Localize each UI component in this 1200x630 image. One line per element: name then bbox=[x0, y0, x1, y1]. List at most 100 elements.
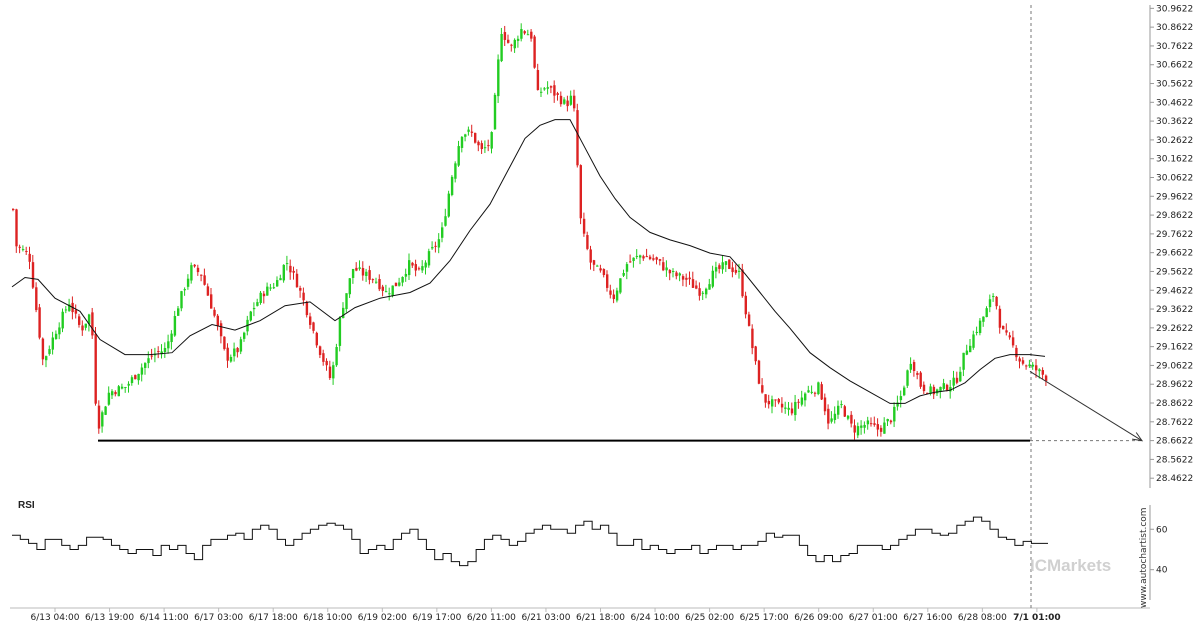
price-tick-label: 29.1622 bbox=[1156, 343, 1193, 353]
candle-down bbox=[688, 277, 691, 280]
candle-up bbox=[84, 323, 87, 328]
candle-up bbox=[714, 267, 718, 272]
candle-up bbox=[563, 99, 566, 104]
candle-up bbox=[269, 287, 272, 289]
time-tick-label: 6/19 02:00 bbox=[358, 613, 407, 623]
candle-down bbox=[361, 268, 365, 276]
candle-up bbox=[711, 270, 714, 287]
price-tick-label: 29.5622 bbox=[1156, 267, 1193, 277]
candle-down bbox=[295, 273, 299, 288]
candle-down bbox=[78, 316, 81, 325]
candle-down bbox=[355, 267, 358, 271]
candle-up bbox=[454, 163, 457, 179]
rsi-tick-label: 60 bbox=[1156, 525, 1168, 535]
candle-down bbox=[764, 394, 767, 403]
candle-down bbox=[718, 265, 721, 269]
candle-up bbox=[447, 193, 450, 217]
source-url-text: www.autochartist.com bbox=[1139, 507, 1149, 608]
candle-up bbox=[345, 293, 348, 310]
candle-down bbox=[487, 145, 490, 147]
candle-down bbox=[813, 392, 817, 394]
candle-up bbox=[497, 59, 500, 97]
candle-up bbox=[543, 88, 546, 90]
candle-down bbox=[523, 31, 526, 34]
candle-down bbox=[97, 405, 101, 429]
candle-down bbox=[744, 295, 747, 315]
candle-up bbox=[365, 271, 368, 276]
candle-down bbox=[870, 423, 873, 425]
candle-up bbox=[500, 33, 503, 62]
candle-down bbox=[1044, 375, 1048, 381]
candle-up bbox=[513, 39, 516, 49]
candle-down bbox=[309, 316, 312, 325]
candle-up bbox=[144, 363, 147, 368]
candle-up bbox=[632, 257, 635, 262]
candle-down bbox=[579, 165, 582, 219]
candle-up bbox=[111, 391, 114, 396]
candle-down bbox=[1018, 358, 1021, 362]
candle-up bbox=[860, 425, 863, 428]
candle-down bbox=[998, 308, 1002, 328]
candle-up bbox=[972, 334, 975, 348]
candle-up bbox=[173, 315, 177, 336]
candle-up bbox=[1038, 369, 1041, 372]
candle-up bbox=[124, 386, 127, 388]
candle-up bbox=[975, 331, 978, 333]
rsi-panel-label: RSI bbox=[18, 500, 35, 511]
price-tick-label: 30.3622 bbox=[1156, 117, 1193, 127]
candle-down bbox=[662, 262, 665, 271]
time-tick-label: 6/14 11:00 bbox=[140, 613, 189, 623]
candle-up bbox=[665, 267, 668, 271]
candle-down bbox=[576, 110, 579, 166]
candle-down bbox=[820, 384, 823, 400]
candle-up bbox=[233, 348, 236, 357]
candle-up bbox=[117, 386, 120, 397]
price-tick-label: 29.0622 bbox=[1156, 361, 1193, 371]
time-tick-label: 6/18 10:00 bbox=[303, 613, 352, 623]
candle-down bbox=[681, 276, 685, 280]
price-tick-label: 29.6622 bbox=[1156, 249, 1193, 259]
candle-up bbox=[625, 264, 629, 272]
candle-up bbox=[622, 273, 625, 276]
candle-up bbox=[107, 392, 111, 405]
candle-up bbox=[190, 265, 193, 281]
candle-down bbox=[995, 296, 998, 307]
candle-up bbox=[375, 281, 378, 283]
candle-down bbox=[414, 264, 417, 271]
candle-down bbox=[932, 386, 936, 395]
candle-up bbox=[615, 290, 619, 301]
candle-down bbox=[586, 235, 589, 249]
candle-down bbox=[322, 353, 325, 362]
candle-up bbox=[965, 350, 969, 355]
candle-down bbox=[652, 258, 655, 260]
candle-up bbox=[276, 280, 279, 287]
candle-up bbox=[460, 136, 464, 148]
candle-down bbox=[318, 346, 322, 355]
candle-up bbox=[596, 265, 599, 267]
candle-down bbox=[381, 286, 384, 291]
candle-up bbox=[104, 406, 107, 415]
candle-down bbox=[1035, 365, 1038, 371]
candle-up bbox=[962, 352, 965, 370]
candle-down bbox=[573, 95, 576, 109]
candle-up bbox=[177, 308, 180, 316]
candle-down bbox=[1011, 337, 1015, 346]
candle-down bbox=[510, 44, 513, 46]
time-tick-label: 7/1 01:00 bbox=[1013, 613, 1061, 623]
candle-down bbox=[675, 272, 678, 277]
candle-down bbox=[530, 31, 533, 39]
time-tick-label: 6/24 10:00 bbox=[631, 613, 680, 623]
candle-down bbox=[223, 336, 226, 349]
candle-up bbox=[229, 356, 233, 362]
candle-up bbox=[949, 387, 952, 392]
rsi-tick-label: 40 bbox=[1156, 566, 1168, 576]
candle-up bbox=[952, 377, 955, 386]
candle-down bbox=[606, 274, 609, 288]
candle-down bbox=[216, 315, 219, 326]
projection-arrowhead bbox=[1132, 432, 1144, 442]
candle-up bbox=[493, 94, 497, 130]
candle-up bbox=[794, 401, 797, 416]
candle-down bbox=[480, 143, 483, 150]
candle-down bbox=[150, 355, 153, 357]
candle-up bbox=[705, 288, 708, 295]
